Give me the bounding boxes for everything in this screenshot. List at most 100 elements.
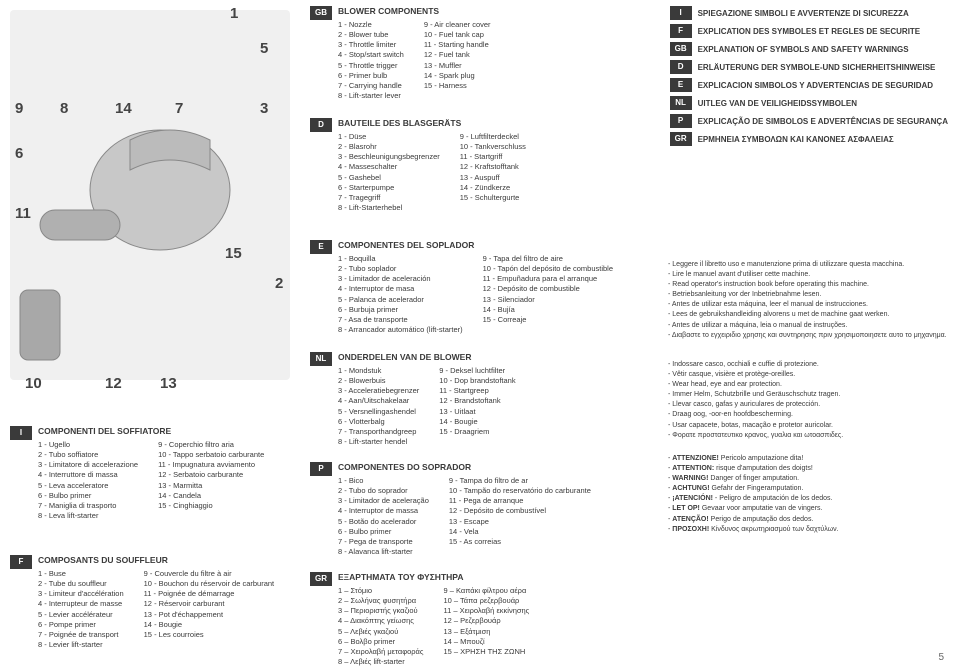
component-item: 5 - Gashebel: [338, 173, 440, 183]
warning-item: ATTENZIONE! Pericolo amputazione dita!: [668, 454, 948, 463]
component-item: 15 - Les courroies: [144, 630, 275, 640]
callout-5: 5: [260, 40, 268, 57]
section-title: COMPONENTES DO SOPRADOR: [338, 462, 471, 472]
callout-6: 6: [15, 145, 23, 162]
component-item: 7 - Tragegriff: [338, 193, 440, 203]
component-item: 10 - Tankverschluss: [460, 142, 526, 152]
component-item: 12 - Réservoir carburant: [144, 599, 275, 609]
warning-text: risque d'amputation des doigts!: [714, 465, 813, 472]
component-item: 4 - Interruttore di massa: [38, 470, 138, 480]
note-item: Immer Helm, Schutzbrille und Geräuschsch…: [668, 390, 948, 399]
component-item: 6 - Bulbo primer: [338, 527, 429, 537]
notes-read-manual: Leggere il libretto uso e manutenzione p…: [668, 260, 948, 341]
component-item: 2 – Σωλήνας φυσητήρα: [338, 596, 423, 606]
component-item: 14 - Zündkerze: [460, 183, 526, 193]
component-item: 10 - Fuel tank cap: [424, 30, 491, 40]
warning-label: ¡ATENCIÓN!: [672, 495, 713, 502]
component-item: 7 - Poignée de transport: [38, 630, 124, 640]
component-item: 12 - Depósito de combustível: [449, 506, 591, 516]
component-item: 14 - Candela: [158, 491, 264, 501]
lang-badge: D: [670, 60, 692, 74]
component-item: 15 - Schultergurte: [460, 193, 526, 203]
warning-text: Κίνδυνος ακρωτηριασμού των δαχτύλων.: [709, 526, 838, 533]
section-e: ECOMPONENTES DEL SOPLADOR1 - Boquilla2 -…: [310, 240, 613, 335]
lang-badge: E: [310, 240, 332, 254]
callout-12: 12: [105, 375, 122, 392]
header-gr: GREPMHNEIA ΣΥΜΒΟΛΩΝ ΚΑΙ ΚΑΝΟΝΕΣ ΑΣΦΑΛΕΙΑ…: [670, 132, 948, 146]
callout-3: 3: [260, 100, 268, 117]
component-item: 1 - Boquilla: [338, 254, 463, 264]
component-item: 14 - Bujía: [483, 305, 613, 315]
note-item: Betriebsanleitung vor der Inbetriebnahme…: [668, 290, 948, 299]
component-item: 11 - Startgreep: [439, 386, 515, 396]
component-item: 7 - Transporthandgreep: [338, 427, 419, 437]
component-item: 5 - Palanca de acelerador: [338, 295, 463, 305]
component-item: 12 - Serbatoio carburante: [158, 470, 264, 480]
component-item: 8 - Levier lift-starter: [38, 640, 124, 650]
component-item: 14 - Spark plug: [424, 71, 491, 81]
component-item: 2 - Blower tube: [338, 30, 404, 40]
warning-item: LET OP! Gevaar voor amputatie van de vin…: [668, 504, 948, 513]
component-item: 1 - Buse: [38, 569, 124, 579]
component-item: 14 – Μπουζί: [443, 637, 529, 647]
note-item: Read operator's instruction book before …: [668, 280, 948, 289]
lang-badge: I: [10, 426, 32, 440]
component-item: 8 - Lift-starter hendel: [338, 437, 419, 447]
component-item: 6 - Pompe primer: [38, 620, 124, 630]
component-item: 10 - Tapón del depósito de combustible: [483, 264, 613, 274]
component-item: 10 - Bouchon du réservoir de carburant: [144, 579, 275, 589]
component-item: 6 – Βολβο primer: [338, 637, 423, 647]
notes-wear-protection: Indossare casco, occhiali e cuffie di pr…: [668, 360, 948, 441]
component-item: 7 - Maniglia di trasporto: [38, 501, 138, 511]
component-item: 10 - Dop brandstoftank: [439, 376, 515, 386]
component-item: 9 - Luftfilterdeckel: [460, 132, 526, 142]
section-gr: GRΕΞΑΡΤΗΜΑΤΑ ΤΟΥ ΦΥΣΗΤΗΡΑ1 – Στόμιο2 – Σ…: [310, 572, 529, 667]
lang-badge: GB: [310, 6, 332, 20]
component-item: 2 - Blasrohr: [338, 142, 440, 152]
header-text: EXPLICACION SIMBOLOS Y ADVERTENCIAS DE S…: [698, 81, 933, 90]
component-item: 15 - As correias: [449, 537, 591, 547]
section-title: ONDERDELEN VAN DE BLOWER: [338, 352, 472, 362]
component-item: 3 - Limitador de aceleração: [338, 496, 429, 506]
component-item: 14 - Bougie: [439, 417, 515, 427]
notes-warnings: ATTENZIONE! Pericolo amputazione dita!AT…: [668, 454, 948, 535]
lang-badge: GB: [670, 42, 692, 56]
component-item: 5 - Levier accélérateur: [38, 610, 124, 620]
component-item: 5 - Botão do acelerador: [338, 517, 429, 527]
component-item: 4 – Διακόπτης γείωσης: [338, 616, 423, 626]
callout-14: 14: [115, 100, 132, 117]
component-item: 9 - Air cleaner cover: [424, 20, 491, 30]
section-title: COMPONENTES DEL SOPLADOR: [338, 240, 474, 250]
component-item: 15 - Cinghiaggio: [158, 501, 264, 511]
lang-badge: D: [310, 118, 332, 132]
component-item: 6 - Primer bulb: [338, 71, 404, 81]
component-item: 4 - Interrupteur de masse: [38, 599, 124, 609]
component-item: 4 - Interruptor de masa: [338, 284, 463, 294]
header-gb: GBEXPLANATION OF SYMBOLS AND SAFETY WARN…: [670, 42, 948, 56]
header-text: EXPLICATION DES SYMBOLES ET REGLES DE SE…: [698, 27, 921, 36]
component-item: 14 - Bougie: [144, 620, 275, 630]
component-item: 6 - Starterpumpe: [338, 183, 440, 193]
component-item: 3 – Περιοριστής γκαζιού: [338, 606, 423, 616]
lang-badge: P: [310, 462, 332, 476]
section-gb: GBBLOWER COMPONENTS1 - Nozzle2 - Blower …: [310, 6, 491, 101]
warning-label: ATTENZIONE!: [672, 455, 719, 462]
note-item: Διαβαστε το εγχειριδιο χρησης και συντηρ…: [668, 331, 948, 340]
header-text: ERLÄUTERUNG DER SYMBOLE-UND SICHERHEITSH…: [698, 63, 936, 72]
component-item: 9 - Tampa do filtro de ar: [449, 476, 591, 486]
component-item: 6 - Vlotterbalg: [338, 417, 419, 427]
component-item: 2 - Blowerbuis: [338, 376, 419, 386]
component-item: 8 - Lift-Starterhebel: [338, 203, 440, 213]
header-f: FEXPLICATION DES SYMBOLES ET REGLES DE S…: [670, 24, 948, 38]
component-item: 5 - Leva acceleratore: [38, 481, 138, 491]
component-item: 10 – Τάπα ρεζερβουάρ: [443, 596, 529, 606]
component-item: 3 - Limitador de aceleración: [338, 274, 463, 284]
component-item: 13 - Auspuff: [460, 173, 526, 183]
warning-label: ATTENTION:: [672, 465, 714, 472]
lang-badge: P: [670, 114, 692, 128]
header-p: PEXPLICAÇÃO DE SIMBOLOS E ADVERTÊNCIAS D…: [670, 114, 948, 128]
component-item: 13 - Pot d'échappement: [144, 610, 275, 620]
language-headers: ISPIEGAZIONE SIMBOLI E AVVERTENZE DI SIC…: [670, 6, 948, 146]
component-item: 4 - Masseschalter: [338, 162, 440, 172]
component-item: 7 - Asa de transporte: [338, 315, 463, 325]
